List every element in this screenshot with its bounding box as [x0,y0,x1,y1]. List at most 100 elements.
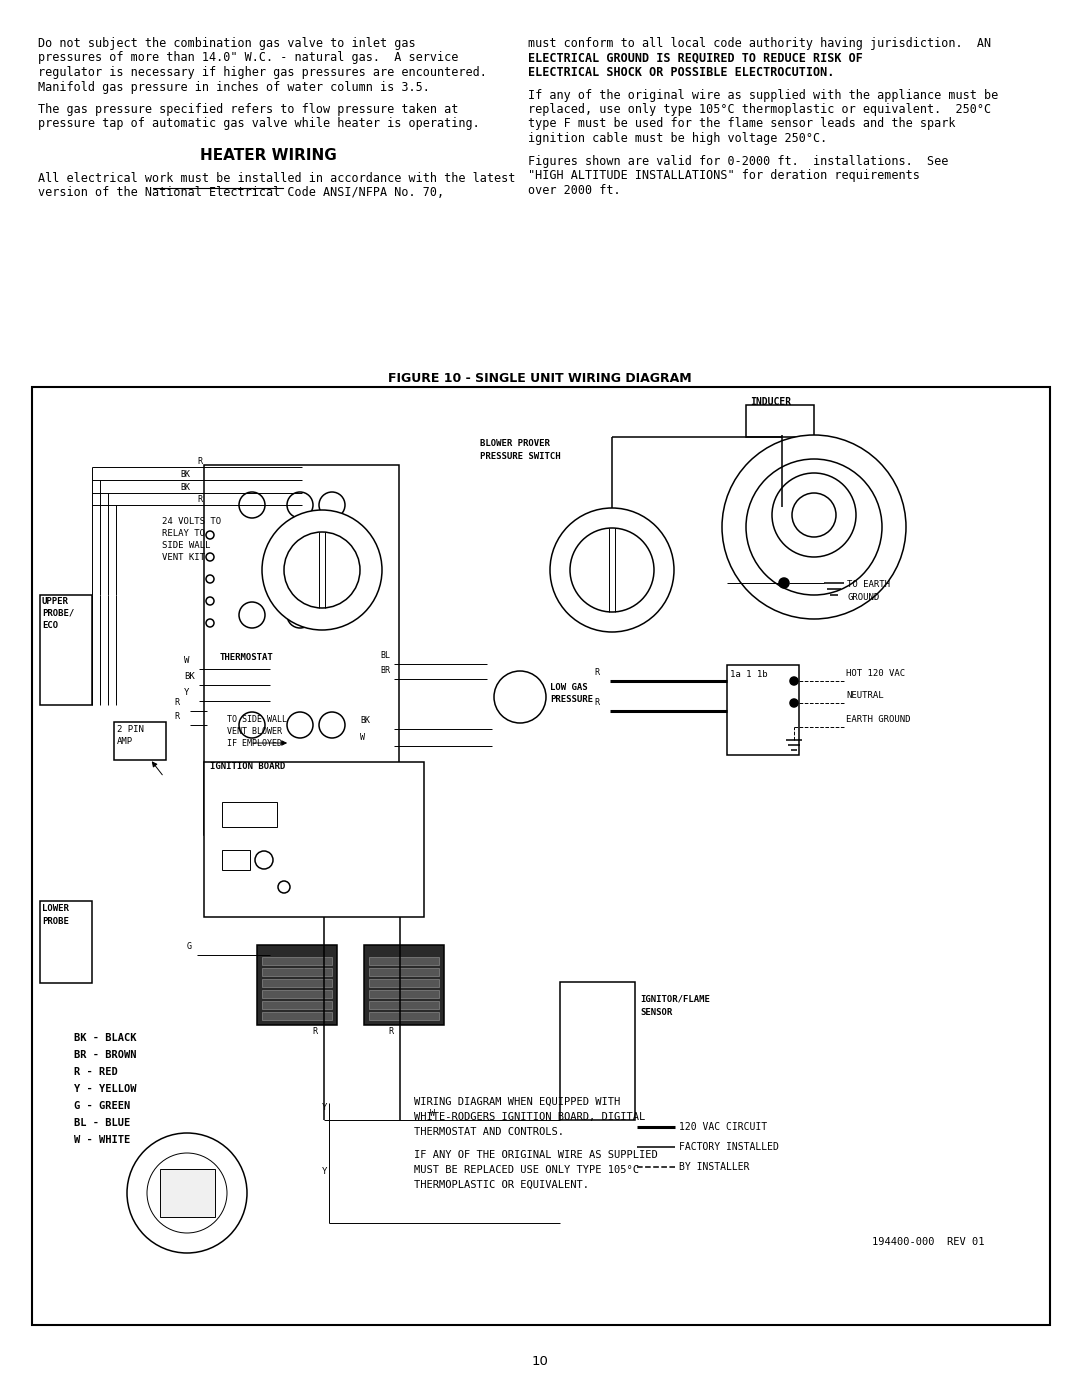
Text: R: R [197,495,202,504]
Text: BR - BROWN: BR - BROWN [75,1051,136,1060]
Circle shape [239,492,265,518]
Text: LOW GAS: LOW GAS [550,683,588,692]
Text: THERMOPLASTIC OR EQUIVALENT.: THERMOPLASTIC OR EQUIVALENT. [414,1180,589,1190]
Text: ignition cable must be high voltage 250°C.: ignition cable must be high voltage 250°… [528,131,827,145]
Text: BR: BR [380,666,390,675]
Text: SENSOR: SENSOR [640,1009,672,1017]
Text: Y - YELLOW: Y - YELLOW [75,1084,136,1094]
Circle shape [746,460,882,595]
Bar [262,1002,332,1009]
Text: INDUCER: INDUCER [750,397,792,407]
Circle shape [792,493,836,536]
Circle shape [287,602,313,629]
Text: All electrical work must be installed in accordance with the latest: All electrical work must be installed in… [38,172,515,184]
Text: MUST BE REPLACED USE ONLY TYPE 105°C: MUST BE REPLACED USE ONLY TYPE 105°C [414,1165,639,1175]
Text: SIDE WALL: SIDE WALL [162,541,211,550]
Text: over 2000 ft.: over 2000 ft. [528,183,621,197]
Circle shape [550,509,674,631]
Text: W: W [184,657,189,665]
Text: GROUND: GROUND [847,592,879,602]
Text: 194400-000  REV 01: 194400-000 REV 01 [872,1236,985,1248]
Circle shape [239,602,265,629]
Bar [262,979,332,988]
Text: R: R [174,712,179,721]
Text: Y: Y [322,1104,327,1112]
Circle shape [723,434,906,619]
Text: pressures of more than 14.0" W.C. - natural gas.  A service: pressures of more than 14.0" W.C. - natu… [38,52,458,64]
Bar [746,405,814,437]
Circle shape [239,712,265,738]
Text: PRESSURE SWITCH: PRESSURE SWITCH [480,453,561,461]
Text: W: W [360,733,365,742]
Circle shape [319,492,345,518]
Text: Figures shown are valid for 0-2000 ft.  installations.  See: Figures shown are valid for 0-2000 ft. i… [528,155,948,168]
Text: R: R [174,698,179,707]
Bar [369,968,438,977]
Text: regulator is necessary if higher gas pressures are encountered.: regulator is necessary if higher gas pre… [38,66,487,80]
Text: AMP: AMP [117,738,133,746]
Text: 2 PIN: 2 PIN [117,725,144,733]
Text: UPPER: UPPER [42,597,69,606]
Text: BY INSTALLER: BY INSTALLER [679,1162,750,1172]
Text: The gas pressure specified refers to flow pressure taken at: The gas pressure specified refers to flo… [38,103,458,116]
Circle shape [206,553,214,562]
Bar [222,802,276,827]
Text: Y: Y [322,1166,327,1176]
Text: ELECTRICAL SHOCK OR POSSIBLE ELECTROCUTION.: ELECTRICAL SHOCK OR POSSIBLE ELECTROCUTI… [528,66,835,80]
Bar [369,957,438,965]
Circle shape [570,528,654,612]
Text: 10: 10 [531,1355,549,1368]
Bar [561,982,635,1120]
Bar [204,465,399,835]
Bar [40,901,92,983]
Text: W: W [430,1109,435,1118]
Text: R - RED: R - RED [75,1067,118,1077]
Text: 120 VAC CIRCUIT: 120 VAC CIRCUIT [679,1122,767,1132]
Text: replaced, use only type 105°C thermoplastic or equivalent.  250°C: replaced, use only type 105°C thermoplas… [528,103,991,116]
Text: W - WHITE: W - WHITE [75,1134,131,1146]
Circle shape [147,1153,227,1234]
Text: NEUTRAL: NEUTRAL [846,692,883,700]
Bar [160,1169,215,1217]
Bar [364,944,444,1025]
Text: WIRING DIAGRAM WHEN EQUIPPED WITH: WIRING DIAGRAM WHEN EQUIPPED WITH [414,1097,620,1106]
Circle shape [206,576,214,583]
Text: BK: BK [180,483,190,492]
Bar [727,665,799,754]
Text: FIGURE 10 - SINGLE UNIT WIRING DIAGRAM: FIGURE 10 - SINGLE UNIT WIRING DIAGRAM [388,372,692,386]
Circle shape [772,474,856,557]
Text: G - GREEN: G - GREEN [75,1101,131,1111]
Text: THERMOSTAT AND CONTROLS.: THERMOSTAT AND CONTROLS. [414,1127,564,1137]
Text: WHITE-RODGERS IGNITION BOARD, DIGITAL: WHITE-RODGERS IGNITION BOARD, DIGITAL [414,1112,645,1122]
Bar [369,979,438,988]
Text: BL: BL [380,651,390,659]
Text: LOWER: LOWER [42,904,69,914]
Circle shape [494,671,546,724]
Circle shape [206,619,214,627]
Text: BK: BK [360,717,370,725]
Text: R: R [594,668,599,678]
Text: BLOWER PROVER: BLOWER PROVER [480,439,550,448]
Circle shape [319,712,345,738]
Text: TO EARTH: TO EARTH [847,580,890,590]
Bar [40,595,92,705]
Bar [114,722,166,760]
Bar [262,1011,332,1020]
Text: PROBE: PROBE [42,916,69,926]
Text: 24 VOLTS TO: 24 VOLTS TO [162,517,221,527]
Text: version of the National Electrical Code ANSI/NFPA No. 70,: version of the National Electrical Code … [38,187,444,200]
Text: R: R [197,457,202,467]
Text: BK: BK [180,469,190,479]
Text: IGNITOR/FLAME: IGNITOR/FLAME [640,995,710,1004]
Text: FACTORY INSTALLED: FACTORY INSTALLED [679,1141,779,1153]
Text: VENT BLOWER: VENT BLOWER [227,726,282,736]
Text: TO SIDE WALL: TO SIDE WALL [227,715,287,724]
Text: R: R [594,698,599,707]
Circle shape [789,678,798,685]
Bar [262,957,332,965]
Circle shape [278,882,291,893]
Text: R: R [312,1027,318,1037]
Text: RELAY TO: RELAY TO [162,529,205,538]
Text: IF ANY OF THE ORIGINAL WIRE AS SUPPLIED: IF ANY OF THE ORIGINAL WIRE AS SUPPLIED [414,1150,658,1160]
Text: "HIGH ALTITUDE INSTALLATIONS" for deration requirements: "HIGH ALTITUDE INSTALLATIONS" for derati… [528,169,920,182]
